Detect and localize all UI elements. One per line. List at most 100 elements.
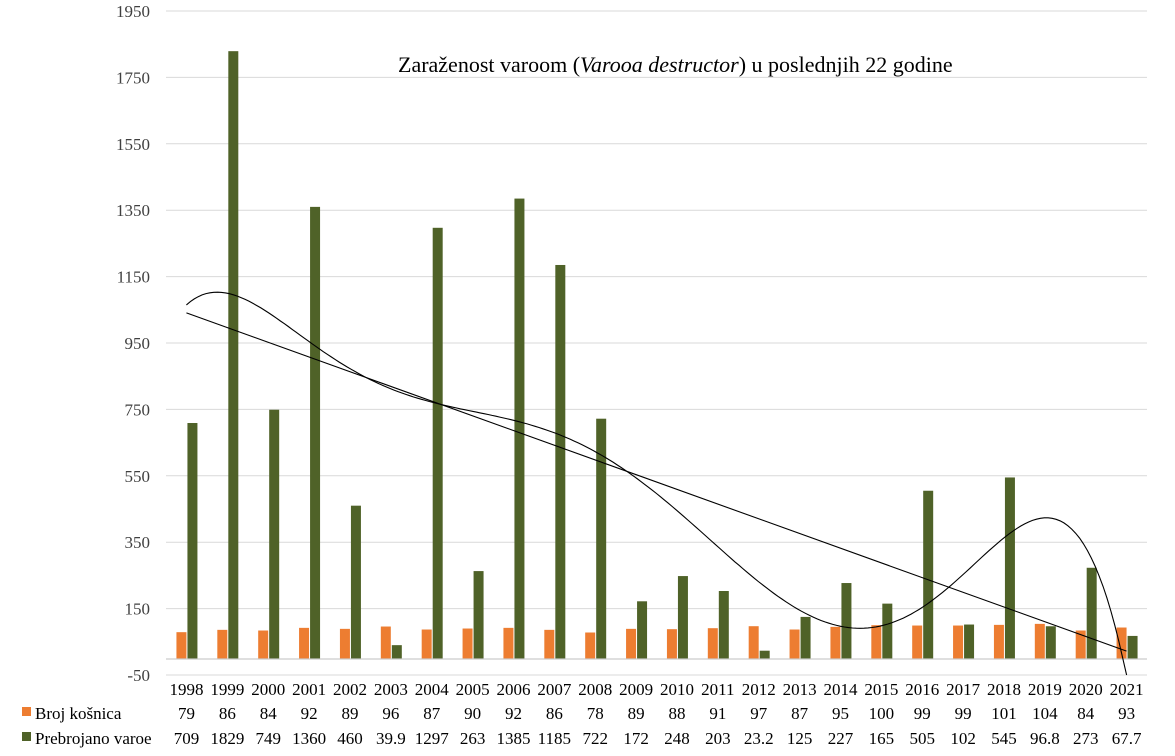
- bar-broj-kosnica-2000: [258, 630, 269, 659]
- y-axis-tick-labels: -50 150 350 550 750 950 1150 1350 1550 1750 1950: [116, 2, 150, 685]
- bar-prebrojano-varoe-2006: [514, 198, 525, 659]
- x-tick-label-2007: 2007: [537, 680, 572, 699]
- bar-prebrojano-varoe-2002: [350, 505, 361, 659]
- bar-prebrojano-varoe-2012: [759, 650, 770, 659]
- bar-prebrojano-varoe-2019: [1045, 626, 1056, 659]
- table-cell-prebrojano-varoe: 722: [582, 729, 608, 748]
- y-tick-label: 550: [125, 467, 151, 486]
- table-cell-broj-kosnica: 84: [1077, 704, 1095, 723]
- bar-prebrojano-varoe-2008: [596, 418, 607, 659]
- bar-prebrojano-varoe-2004: [432, 227, 443, 659]
- table-cell-prebrojano-varoe: 545: [991, 729, 1017, 748]
- gridlines: [166, 10, 1147, 676]
- trendlines: [186, 291, 1128, 676]
- table-cell-prebrojano-varoe: 273: [1073, 729, 1099, 748]
- bar-broj-kosnica-2015: [871, 625, 882, 659]
- x-tick-label-2015: 2015: [864, 680, 898, 699]
- x-tick-label-2016: 2016: [905, 680, 939, 699]
- table-cell-broj-kosnica: 92: [301, 704, 318, 723]
- bar-prebrojano-varoe-2007: [555, 264, 566, 659]
- table-cell-broj-kosnica: 84: [260, 704, 278, 723]
- table-cell-prebrojano-varoe: 709: [174, 729, 200, 748]
- table-cell-broj-kosnica: 79: [178, 704, 195, 723]
- y-tick-label: 1350: [116, 201, 150, 220]
- x-tick-label-2020: 2020: [1069, 680, 1103, 699]
- bar-prebrojano-varoe-1999: [228, 51, 239, 659]
- table-cell-prebrojano-varoe: 165: [869, 729, 895, 748]
- x-tick-label-2002: 2002: [333, 680, 367, 699]
- bar-broj-kosnica-2001: [299, 627, 310, 659]
- x-tick-label-2011: 2011: [701, 680, 734, 699]
- chart-title-suffix: ) u poslednjih 22 godine: [739, 52, 953, 77]
- polynomial-trendline: [186, 291, 1128, 676]
- table-cell-broj-kosnica: 99: [914, 704, 931, 723]
- bar-broj-kosnica-2002: [339, 628, 350, 659]
- table-cell-broj-kosnica: 90: [464, 704, 481, 723]
- bar-prebrojano-varoe-2000: [269, 409, 280, 659]
- data-table: 1998 79 709 1999 86 1829 2000 84 749 2001 92 1360 20…: [22, 680, 1144, 748]
- table-cell-prebrojano-varoe: 67.7: [1112, 729, 1142, 748]
- x-tick-label-1998: 1998: [169, 680, 203, 699]
- bar-prebrojano-varoe-1998: [187, 423, 198, 659]
- bar-broj-kosnica-2013: [789, 629, 800, 659]
- table-cell-prebrojano-varoe: 749: [255, 729, 281, 748]
- bar-prebrojano-varoe-2021: [1127, 635, 1138, 659]
- bar-broj-kosnica-2009: [626, 628, 637, 659]
- chart-title-prefix: Zaraženost varoom (: [398, 52, 580, 77]
- x-tick-label-2003: 2003: [374, 680, 408, 699]
- table-cell-broj-kosnica: 87: [423, 704, 441, 723]
- legend-label-prebrojano-varoe: Prebrojano varoe: [35, 729, 152, 748]
- table-cell-prebrojano-varoe: 1360: [292, 729, 326, 748]
- table-cell-prebrojano-varoe: 23.2: [744, 729, 774, 748]
- chart-title: Zaraženost varoom (Varooa destructor) u …: [398, 52, 953, 77]
- bar-broj-kosnica-2006: [503, 627, 514, 659]
- x-tick-label-2004: 2004: [415, 680, 450, 699]
- chart-title-italic: Varooa destructor: [580, 52, 739, 77]
- table-cell-broj-kosnica: 93: [1118, 704, 1135, 723]
- x-tick-label-2006: 2006: [496, 680, 530, 699]
- x-tick-label-1999: 1999: [210, 680, 244, 699]
- bar-prebrojano-varoe-2016: [923, 490, 934, 659]
- bar-prebrojano-varoe-2011: [718, 591, 729, 659]
- table-cell-broj-kosnica: 95: [832, 704, 849, 723]
- legend-label-broj-kosnica: Broj košnica: [35, 704, 122, 723]
- x-tick-label-2019: 2019: [1028, 680, 1062, 699]
- x-tick-label-2021: 2021: [1110, 680, 1144, 699]
- table-cell-broj-kosnica: 101: [991, 704, 1017, 723]
- bar-prebrojano-varoe-2018: [1004, 477, 1015, 659]
- y-tick-label: -50: [127, 666, 150, 685]
- bar-broj-kosnica-2010: [666, 629, 677, 659]
- x-tick-label-2001: 2001: [292, 680, 326, 699]
- bar-broj-kosnica-2004: [421, 629, 432, 659]
- x-tick-label-2005: 2005: [456, 680, 490, 699]
- table-cell-prebrojano-varoe: 102: [950, 729, 976, 748]
- table-cell-broj-kosnica: 91: [709, 704, 726, 723]
- table-cell-prebrojano-varoe: 1185: [538, 729, 571, 748]
- x-tick-label-2013: 2013: [783, 680, 817, 699]
- table-cell-broj-kosnica: 78: [587, 704, 604, 723]
- table-cell-prebrojano-varoe: 227: [828, 729, 854, 748]
- y-tick-label: 750: [125, 400, 151, 419]
- table-cell-prebrojano-varoe: 96.8: [1030, 729, 1060, 748]
- table-cell-broj-kosnica: 97: [750, 704, 768, 723]
- table-cell-broj-kosnica: 96: [382, 704, 399, 723]
- linear-trendline: [186, 312, 1127, 652]
- y-tick-label: 1950: [116, 2, 150, 21]
- y-tick-label: 950: [125, 334, 151, 353]
- bar-prebrojano-varoe-2013: [800, 616, 811, 659]
- bar-broj-kosnica-2012: [748, 626, 759, 659]
- table-cell-broj-kosnica: 100: [869, 704, 895, 723]
- table-cell-broj-kosnica: 87: [791, 704, 809, 723]
- bar-prebrojano-varoe-2003: [391, 645, 402, 659]
- bar-broj-kosnica-2021: [1116, 627, 1127, 659]
- x-tick-label-2018: 2018: [987, 680, 1021, 699]
- bar-prebrojano-varoe-2020: [1086, 567, 1097, 659]
- table-cell-prebrojano-varoe: 1385: [496, 729, 530, 748]
- table-cell-prebrojano-varoe: 460: [337, 729, 363, 748]
- bar-prebrojano-varoe-2014: [841, 583, 852, 659]
- bar-prebrojano-varoe-2017: [964, 624, 975, 659]
- x-tick-label-2017: 2017: [946, 680, 981, 699]
- table-cell-broj-kosnica: 89: [628, 704, 645, 723]
- bar-prebrojano-varoe-2005: [473, 571, 484, 659]
- bar-broj-kosnica-1998: [176, 632, 187, 659]
